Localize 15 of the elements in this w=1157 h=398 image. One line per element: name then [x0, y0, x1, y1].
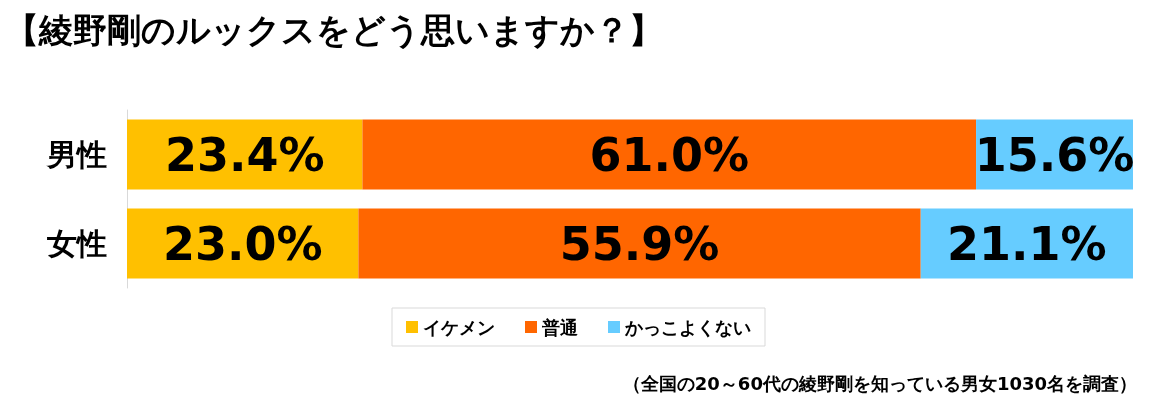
bar	[358, 208, 921, 279]
legend-label: かっこよくない	[624, 316, 751, 338]
data-label: 15.6%	[974, 127, 1135, 182]
y-tick-label: 女性	[46, 226, 107, 261]
text: （全国の20～60代の綾野剛を知っている男女1030名を調査）	[622, 372, 1138, 394]
y-tick-label: 男性	[46, 137, 107, 172]
legend-label: 普通	[541, 316, 578, 338]
data-label: 23.0%	[162, 216, 323, 271]
data-label: 61.0%	[589, 127, 750, 182]
data-label: 23.4%	[164, 127, 325, 182]
chart-title: 【綾野剛のルックスをどう思いますか？】	[5, 10, 663, 50]
data-label: 55.9%	[559, 216, 720, 271]
bar	[362, 119, 977, 190]
data-label: 21.1%	[947, 216, 1107, 271]
legend-label: イケメン	[423, 316, 495, 338]
